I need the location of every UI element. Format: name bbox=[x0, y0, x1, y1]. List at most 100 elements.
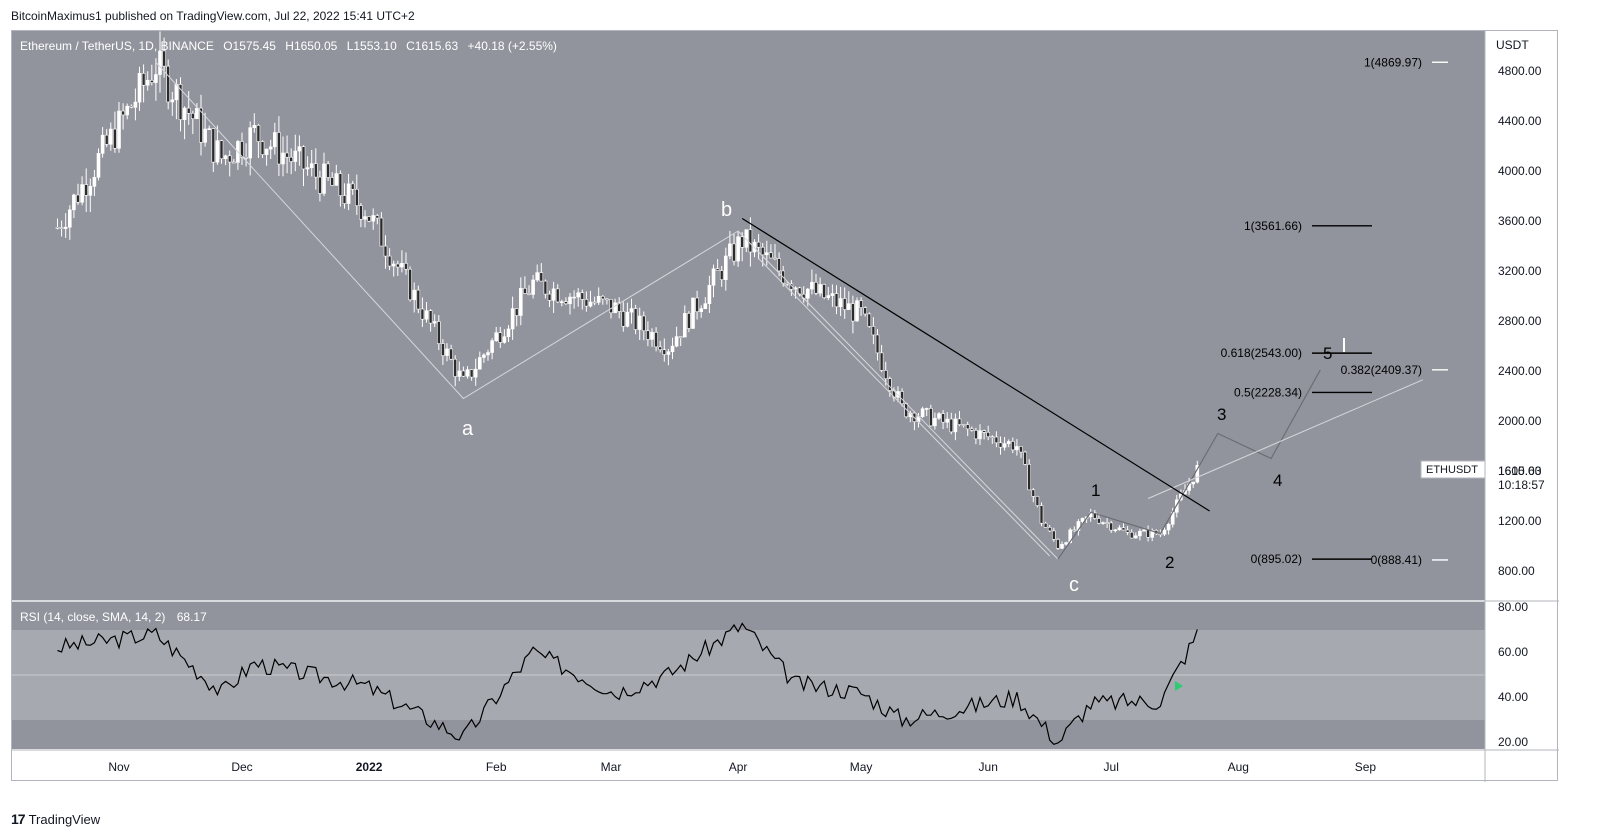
candle bbox=[547, 290, 552, 308]
ohlc-change: +40.18 (+2.55%) bbox=[468, 39, 557, 53]
wave-label-2: 2 bbox=[1165, 553, 1174, 572]
candle-body bbox=[322, 163, 326, 194]
candle-body bbox=[428, 310, 433, 324]
candle bbox=[527, 285, 531, 296]
candle bbox=[1056, 538, 1060, 550]
candle-body bbox=[576, 292, 581, 298]
candle bbox=[289, 148, 294, 175]
candle-body bbox=[334, 173, 339, 186]
candle bbox=[814, 273, 818, 296]
impulse-projection-path bbox=[1057, 369, 1321, 560]
candle bbox=[941, 410, 945, 430]
candle-body bbox=[289, 156, 294, 162]
candle bbox=[732, 234, 736, 266]
candle-body bbox=[1166, 524, 1171, 531]
candle bbox=[272, 122, 277, 155]
rsi-tick-label: 20.00 bbox=[1498, 735, 1528, 749]
candle-body bbox=[572, 296, 576, 299]
rsi-signal-marker bbox=[1175, 681, 1183, 691]
candle-body bbox=[805, 288, 810, 299]
candle bbox=[637, 307, 642, 341]
candle bbox=[559, 299, 564, 307]
candle-body bbox=[1064, 542, 1068, 545]
candle-body bbox=[822, 284, 827, 298]
candle-body bbox=[207, 128, 211, 130]
candle bbox=[633, 304, 638, 335]
candle bbox=[453, 355, 458, 387]
candle bbox=[687, 311, 691, 333]
candle-body bbox=[748, 229, 753, 253]
candle bbox=[748, 217, 753, 267]
candle-body bbox=[641, 315, 646, 332]
candle-body bbox=[514, 308, 519, 316]
candle bbox=[1047, 524, 1052, 533]
time-axis-ticks[interactable]: Nov Dec 2022 Feb Mar Apr May Jun Jul Aug Sep bbox=[108, 760, 1376, 774]
price-pane[interactable] bbox=[12, 31, 1485, 600]
candle-body bbox=[256, 125, 261, 142]
candle-body bbox=[703, 303, 708, 310]
candle-body bbox=[527, 293, 531, 295]
candle bbox=[150, 64, 154, 86]
price-tick-label: 1600.00 bbox=[1498, 464, 1542, 478]
candle bbox=[125, 103, 129, 120]
candle-body bbox=[1047, 527, 1052, 532]
candle bbox=[232, 159, 236, 164]
candle-body bbox=[707, 284, 712, 304]
chart-frame[interactable]: 1(4869.97) 1(3561.66) 0.618(2543.00) 0.382(… bbox=[11, 30, 1559, 782]
chart-canvas[interactable]: 1(4869.97) 1(3561.66) 0.618(2543.00) 0.382(… bbox=[12, 31, 1559, 782]
tradingview-logo[interactable]: 17 TradingView bbox=[11, 811, 100, 827]
candle-body bbox=[851, 303, 855, 322]
candle bbox=[461, 366, 466, 378]
candle bbox=[256, 123, 261, 159]
candle-body bbox=[924, 408, 929, 410]
candle bbox=[662, 338, 667, 362]
fib-level: 1(4869.97) bbox=[1364, 55, 1448, 69]
candle bbox=[838, 286, 843, 317]
candle-body bbox=[215, 140, 220, 163]
candle-body bbox=[211, 128, 216, 163]
price-axis-unit: USDT bbox=[1496, 38, 1529, 52]
candle bbox=[346, 173, 351, 211]
candle-body bbox=[723, 255, 728, 280]
candle bbox=[1191, 481, 1195, 488]
wave-label-a: a bbox=[462, 418, 474, 440]
candle bbox=[133, 88, 138, 121]
fib-label: 1(3561.66) bbox=[1244, 219, 1302, 233]
candle bbox=[674, 326, 679, 348]
candle bbox=[715, 259, 720, 271]
fib-label: 0(895.02) bbox=[1251, 552, 1302, 566]
candle bbox=[1121, 523, 1126, 531]
candle-body bbox=[186, 107, 191, 114]
time-tick-label: Feb bbox=[486, 760, 507, 774]
candle bbox=[416, 285, 421, 314]
candle-body bbox=[1093, 512, 1097, 519]
candle-body bbox=[863, 307, 868, 315]
candle-countdown: 10:18:57 bbox=[1498, 478, 1545, 492]
candle bbox=[145, 71, 150, 91]
candle-body bbox=[293, 150, 298, 162]
rsi-title: RSI (14, close, SMA, 14, 2) bbox=[20, 610, 165, 624]
candle bbox=[740, 232, 745, 262]
rsi-axis-ticks[interactable]: 80.00 60.00 40.00 20.00 bbox=[1498, 600, 1528, 749]
candle-body bbox=[104, 134, 109, 145]
fib-level: 0.382(2409.37) bbox=[1341, 363, 1448, 377]
candle-body bbox=[170, 99, 175, 103]
candle-body bbox=[346, 183, 351, 204]
candle bbox=[666, 348, 671, 366]
candle-body bbox=[272, 132, 277, 148]
candle bbox=[1129, 529, 1134, 539]
candle bbox=[248, 121, 252, 176]
candle bbox=[588, 290, 593, 308]
candle bbox=[371, 208, 376, 230]
candle-body bbox=[338, 173, 343, 196]
candle bbox=[851, 295, 855, 334]
candle bbox=[990, 435, 995, 444]
candle bbox=[1072, 526, 1077, 532]
candle bbox=[387, 248, 392, 271]
price-axis-ticks[interactable]: 4800.00 4400.00 4000.00 3600.00 3200.00 2800.… bbox=[1498, 64, 1542, 578]
rsi-tick-label: 40.00 bbox=[1498, 690, 1528, 704]
candle bbox=[441, 339, 445, 365]
candle bbox=[551, 281, 556, 313]
fib-level: 1(3561.66) bbox=[1244, 219, 1372, 233]
candle-body bbox=[658, 346, 663, 351]
